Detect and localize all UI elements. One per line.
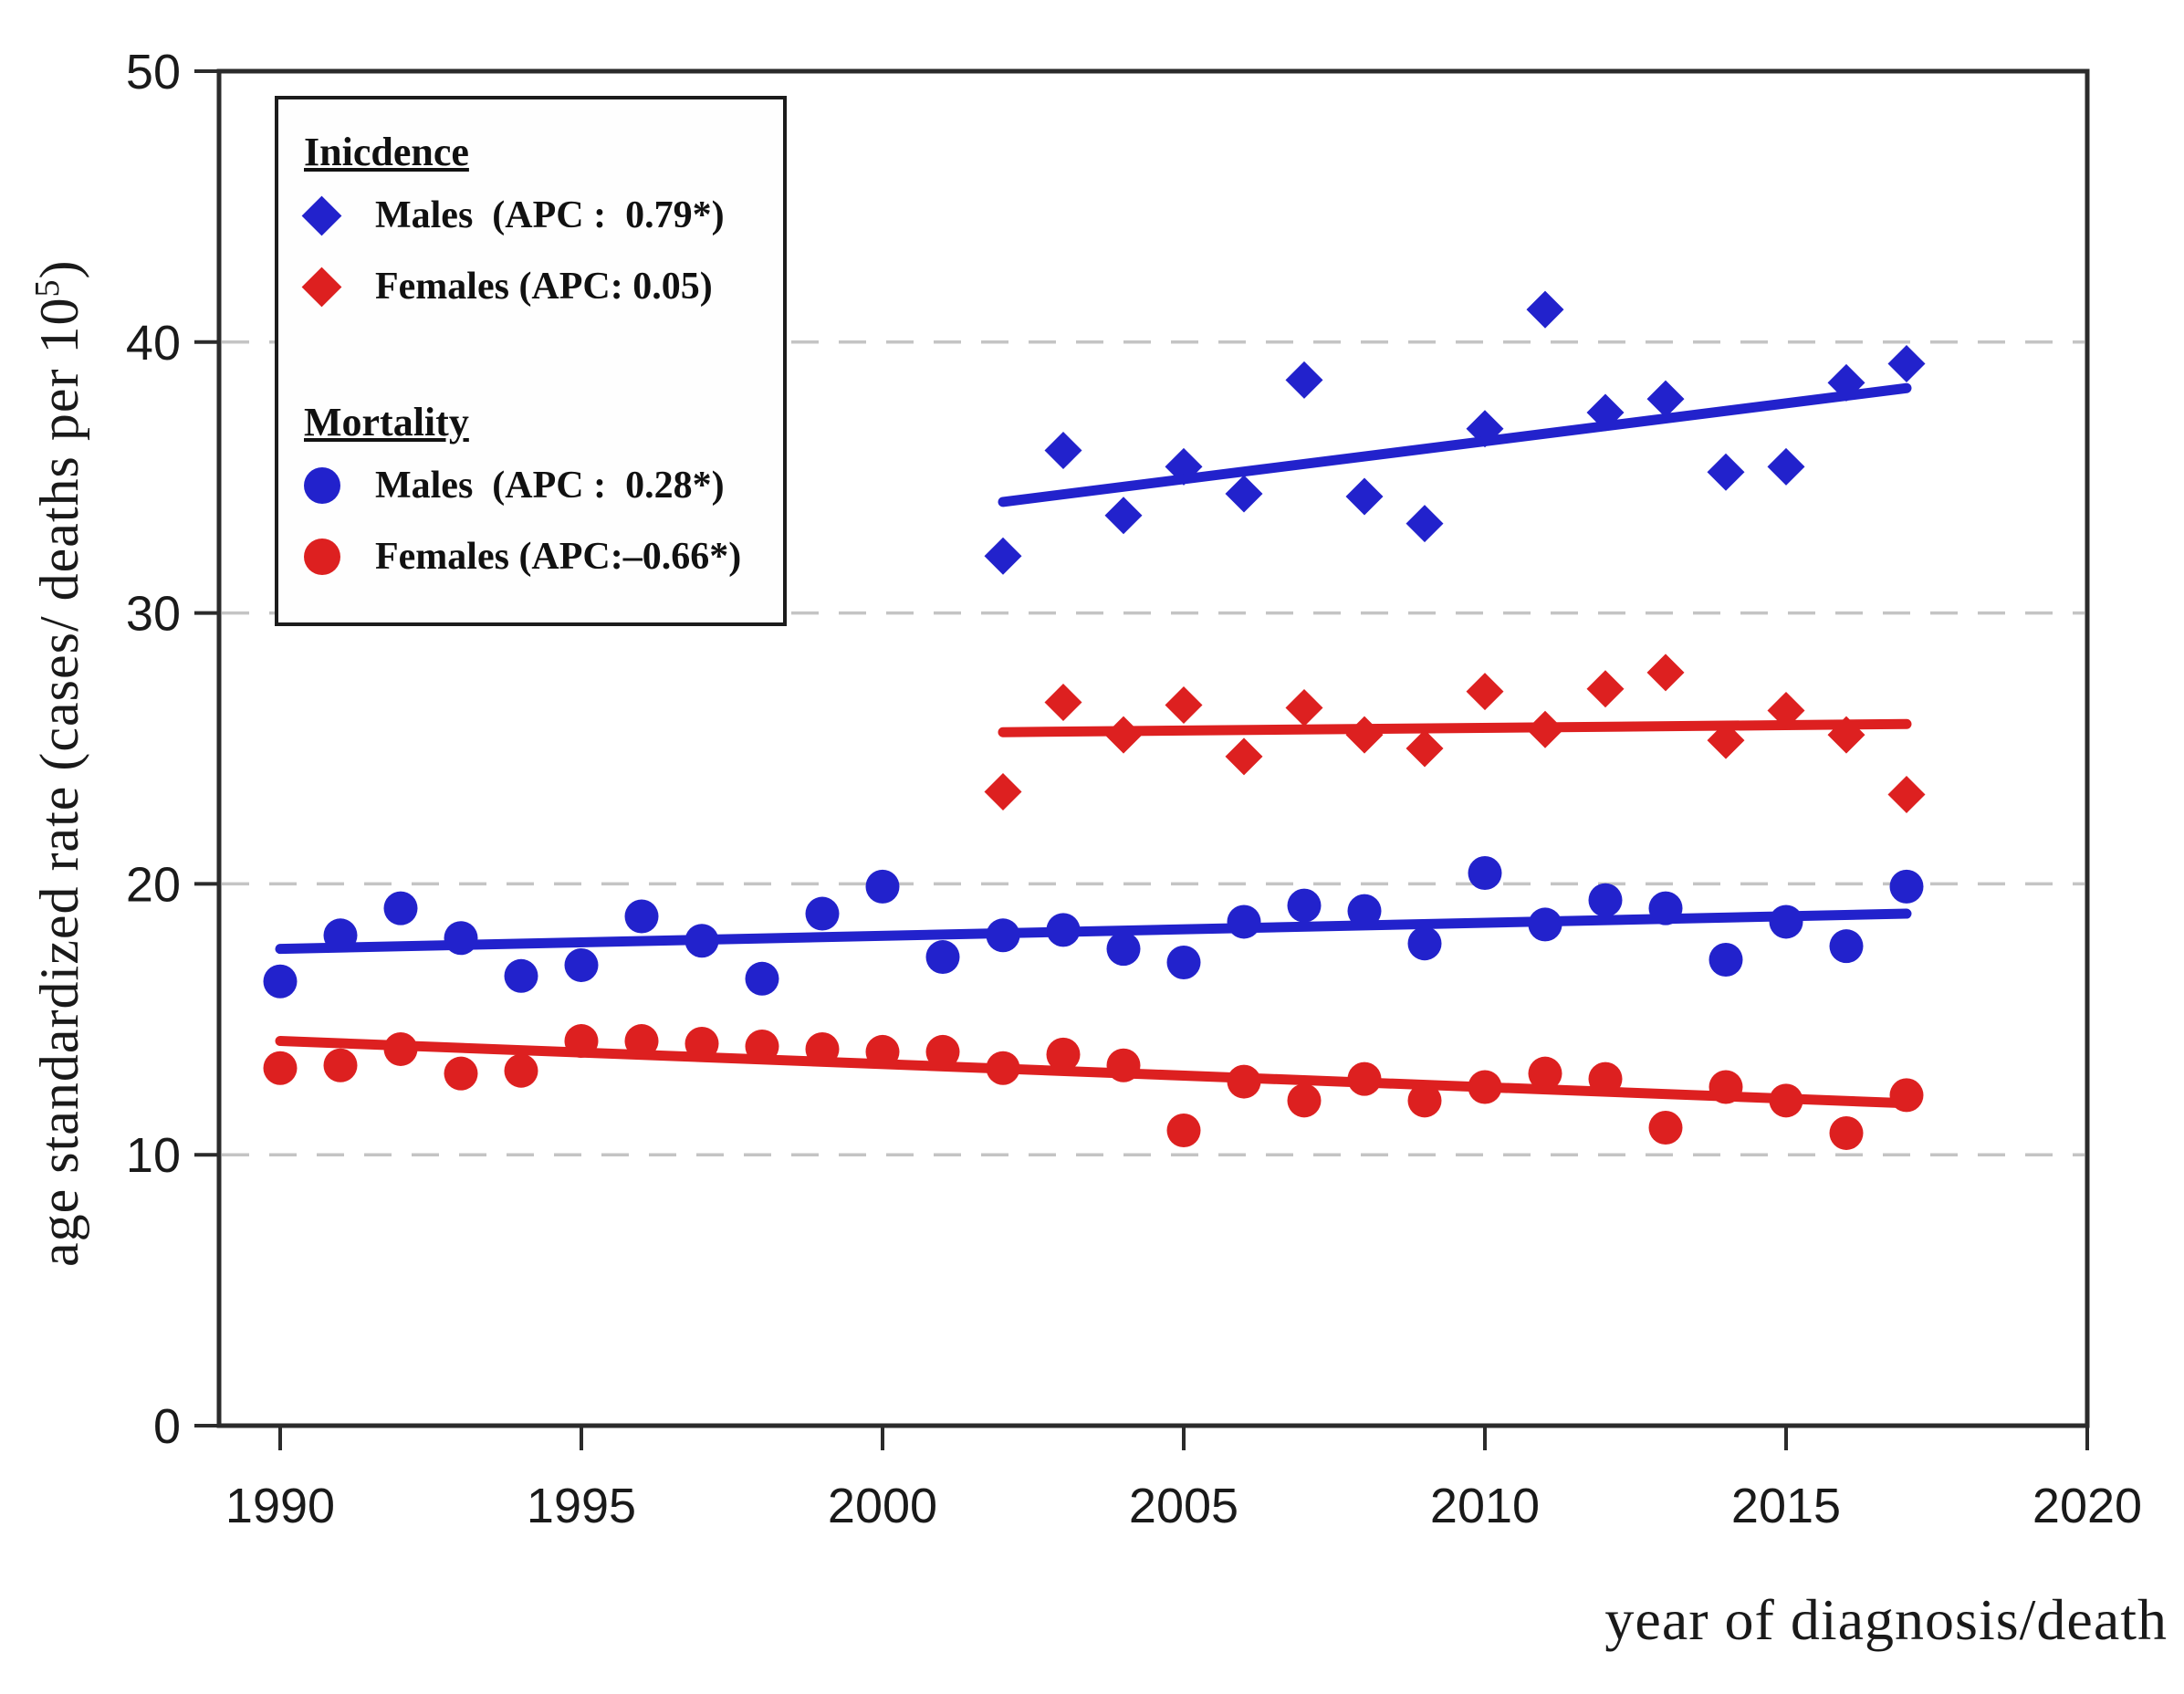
data-point-circle [1889, 869, 1924, 904]
data-point-circle [1106, 932, 1141, 967]
y-tick-label: 50 [126, 45, 181, 99]
data-point-diamond [1707, 453, 1745, 491]
data-point-diamond [1345, 716, 1384, 754]
y-tick-label: 30 [126, 587, 181, 642]
x-tick-label: 2015 [1731, 1479, 1841, 1533]
data-point-circle [444, 1056, 478, 1091]
red-diamond-icon [301, 267, 342, 307]
data-point-circle [925, 1034, 960, 1069]
data-point-circle [564, 947, 599, 982]
data-point-diamond [1707, 721, 1745, 759]
x-tick-label: 2010 [1430, 1479, 1540, 1533]
red-circle-icon [304, 539, 340, 575]
plot-frame [216, 68, 2090, 1428]
y-axis-title: age standardized rate (cases/ deaths per… [28, 259, 89, 1268]
data-point-circle [1588, 883, 1623, 917]
legend-spacer [304, 322, 783, 393]
legend-item-incidence-females: Females (APC: 0.05) [301, 251, 783, 322]
data-point-circle [865, 869, 900, 904]
data-point-circle [263, 964, 298, 999]
data-point-diamond [1767, 447, 1805, 486]
y-tick-label: 0 [153, 1399, 181, 1454]
x-tick-label: 2020 [2032, 1479, 2142, 1533]
blue-diamond-icon [301, 195, 342, 235]
legend-section-incidence: Inicdence [304, 129, 469, 174]
data-point-circle [1648, 1111, 1683, 1145]
data-point-diamond [1285, 688, 1323, 727]
data-point-circle [383, 891, 418, 925]
x-tick-label: 2005 [1129, 1479, 1238, 1533]
legend-item-mortality-males: Males (APC : 0.28*) [304, 450, 783, 521]
x-axis-title: year of diagnosis/death [1604, 1587, 2168, 1652]
x-tick-label: 1990 [225, 1479, 335, 1533]
legend-item-label: Males (APC : 0.28*) [375, 465, 725, 507]
data-point-circle [1709, 943, 1743, 978]
y-tick-label: 40 [126, 316, 181, 371]
mortality-males-trend [275, 908, 1912, 955]
data-point-diamond [1165, 686, 1203, 725]
incidence-males-trend [998, 382, 1912, 507]
data-point-diamond [1044, 432, 1082, 470]
data-point-circle [1829, 929, 1864, 964]
data-point-circle [1046, 1037, 1081, 1072]
data-point-diamond [1526, 290, 1564, 329]
legend-item-label: Females (APC: 0.05) [375, 266, 713, 308]
data-point-circle [263, 1051, 298, 1085]
data-point-circle [1227, 905, 1261, 939]
x-tick-label: 2000 [828, 1479, 937, 1533]
data-point-diamond [1345, 477, 1384, 516]
x-tick-label: 1995 [527, 1479, 636, 1533]
data-point-circle [1166, 945, 1201, 979]
blue-circle-icon [304, 467, 340, 504]
data-point-diamond [1586, 670, 1625, 708]
data-point-diamond [1044, 684, 1082, 722]
legend-item-mortality-females: Females (APC:–0.66*) [304, 521, 783, 592]
data-point-diamond [1887, 775, 1926, 813]
data-point-diamond [984, 772, 1022, 810]
data-point-circle [1407, 926, 1442, 961]
data-point-circle [1829, 1115, 1864, 1150]
data-point-diamond [1405, 505, 1444, 543]
data-point-circle [323, 1048, 358, 1082]
data-point-diamond [1767, 691, 1805, 729]
data-point-diamond [1887, 345, 1926, 383]
data-point-circle [1407, 1083, 1442, 1118]
data-point-diamond [1646, 654, 1685, 692]
data-point-circle [925, 940, 960, 975]
data-point-circle [1769, 905, 1803, 939]
data-point-diamond [1225, 475, 1263, 513]
data-point-circle [624, 899, 659, 934]
data-point-circle [805, 896, 840, 931]
y-tick-label: 10 [126, 1128, 181, 1183]
data-point-circle [1347, 894, 1382, 928]
data-point-circle [745, 961, 779, 996]
data-point-circle [624, 1024, 659, 1059]
data-point-diamond [1225, 737, 1263, 776]
legend-item-incidence-males: Males (APC : 0.79*) [301, 180, 783, 251]
data-point-diamond [1466, 673, 1504, 711]
mortality-females-trend [275, 1036, 1912, 1109]
data-point-circle [504, 1053, 538, 1088]
data-point-circle [1287, 888, 1322, 923]
data-point-diamond [1104, 497, 1143, 535]
legend-section-mortality: Mortality [304, 399, 469, 444]
data-point-circle [1468, 856, 1502, 891]
data-point-diamond [1285, 361, 1323, 399]
data-point-diamond [1646, 380, 1685, 418]
incidence-females-trend [998, 718, 1912, 737]
data-point-circle [1287, 1083, 1322, 1118]
data-point-diamond [984, 537, 1022, 575]
y-tick-label: 20 [126, 857, 181, 912]
legend-box: Inicdence Males (APC : 0.79*) Females (A… [275, 96, 787, 626]
legend-item-label: Females (APC:–0.66*) [375, 536, 742, 578]
data-point-circle [504, 958, 538, 993]
data-point-diamond [1405, 729, 1444, 768]
legend-item-label: Males (APC : 0.79*) [375, 194, 725, 236]
data-point-circle [1166, 1113, 1201, 1147]
data-point-circle [1528, 1056, 1562, 1091]
